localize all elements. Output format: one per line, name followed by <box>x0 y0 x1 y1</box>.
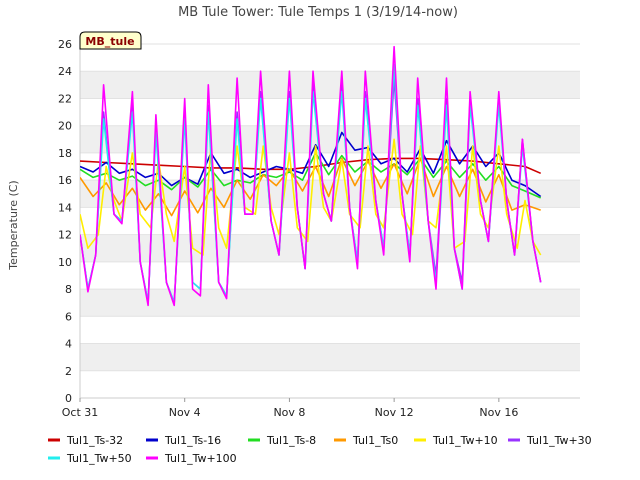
y-tick-label: 2 <box>65 365 72 378</box>
y-tick-label: 14 <box>58 201 72 214</box>
y-tick-label: 4 <box>65 338 72 351</box>
plot-area <box>80 45 542 307</box>
legend-label: Tul1_Tw+30 <box>526 434 592 447</box>
legend-label: Tul1_Ts0 <box>352 434 398 447</box>
x-tick-label: Nov 4 <box>169 406 201 419</box>
y-tick-label: 16 <box>58 174 72 187</box>
legend-label: Tul1_Ts-8 <box>266 434 316 447</box>
y-tick-label: 18 <box>58 147 72 160</box>
grid-band <box>80 71 580 99</box>
legend-label: Tul1_Tw+10 <box>432 434 498 447</box>
series-line-tul1-tw-100 <box>80 45 542 307</box>
y-tick-label: 10 <box>58 256 72 269</box>
y-tick-label: 0 <box>65 392 72 405</box>
legend-label: Tul1_Ts-32 <box>66 434 123 447</box>
legend-label: Tul1_Tw+50 <box>66 452 132 465</box>
legend-label: Tul1_Ts-16 <box>164 434 221 447</box>
grid-band <box>80 234 580 262</box>
legend: Tul1_Ts-32 Tul1_Ts-16 Tul1_Ts-8 Tul1_Ts0 Tul… <box>48 434 592 465</box>
grid-band <box>80 289 580 317</box>
site-tag: MB_tule <box>79 31 142 50</box>
legend-label: Tul1_Tw+100 <box>164 452 237 465</box>
x-tick-label: Nov 12 <box>375 406 414 419</box>
plot-background <box>79 43 580 399</box>
x-axis: Oct 31 Nov 4 Nov 8 Nov 12 Nov 16 <box>62 398 518 419</box>
y-tick-label: 6 <box>65 310 72 323</box>
x-tick-label: Oct 31 <box>62 406 99 419</box>
y-tick-label: 22 <box>58 92 72 105</box>
chart-title: MB Tule Tower: Tule Temps 1 (3/19/14-now… <box>178 5 458 20</box>
y-tick-label: 26 <box>58 38 72 51</box>
grid-band <box>80 343 580 371</box>
site-tag-box <box>79 31 142 50</box>
x-tick-label: Nov 16 <box>479 406 518 419</box>
y-tick-label: 12 <box>58 229 72 242</box>
y-tick-label: 20 <box>58 120 72 133</box>
y-tick-label: 8 <box>65 283 72 296</box>
y-axis-label: Temperature (C) <box>7 180 20 270</box>
y-tick-label: 24 <box>58 65 72 78</box>
x-tick-label: Nov 8 <box>273 406 305 419</box>
series-lines <box>80 45 542 307</box>
site-tag-label: MB_tule <box>85 35 134 48</box>
series-line-tul1-tw-10 <box>80 138 542 256</box>
